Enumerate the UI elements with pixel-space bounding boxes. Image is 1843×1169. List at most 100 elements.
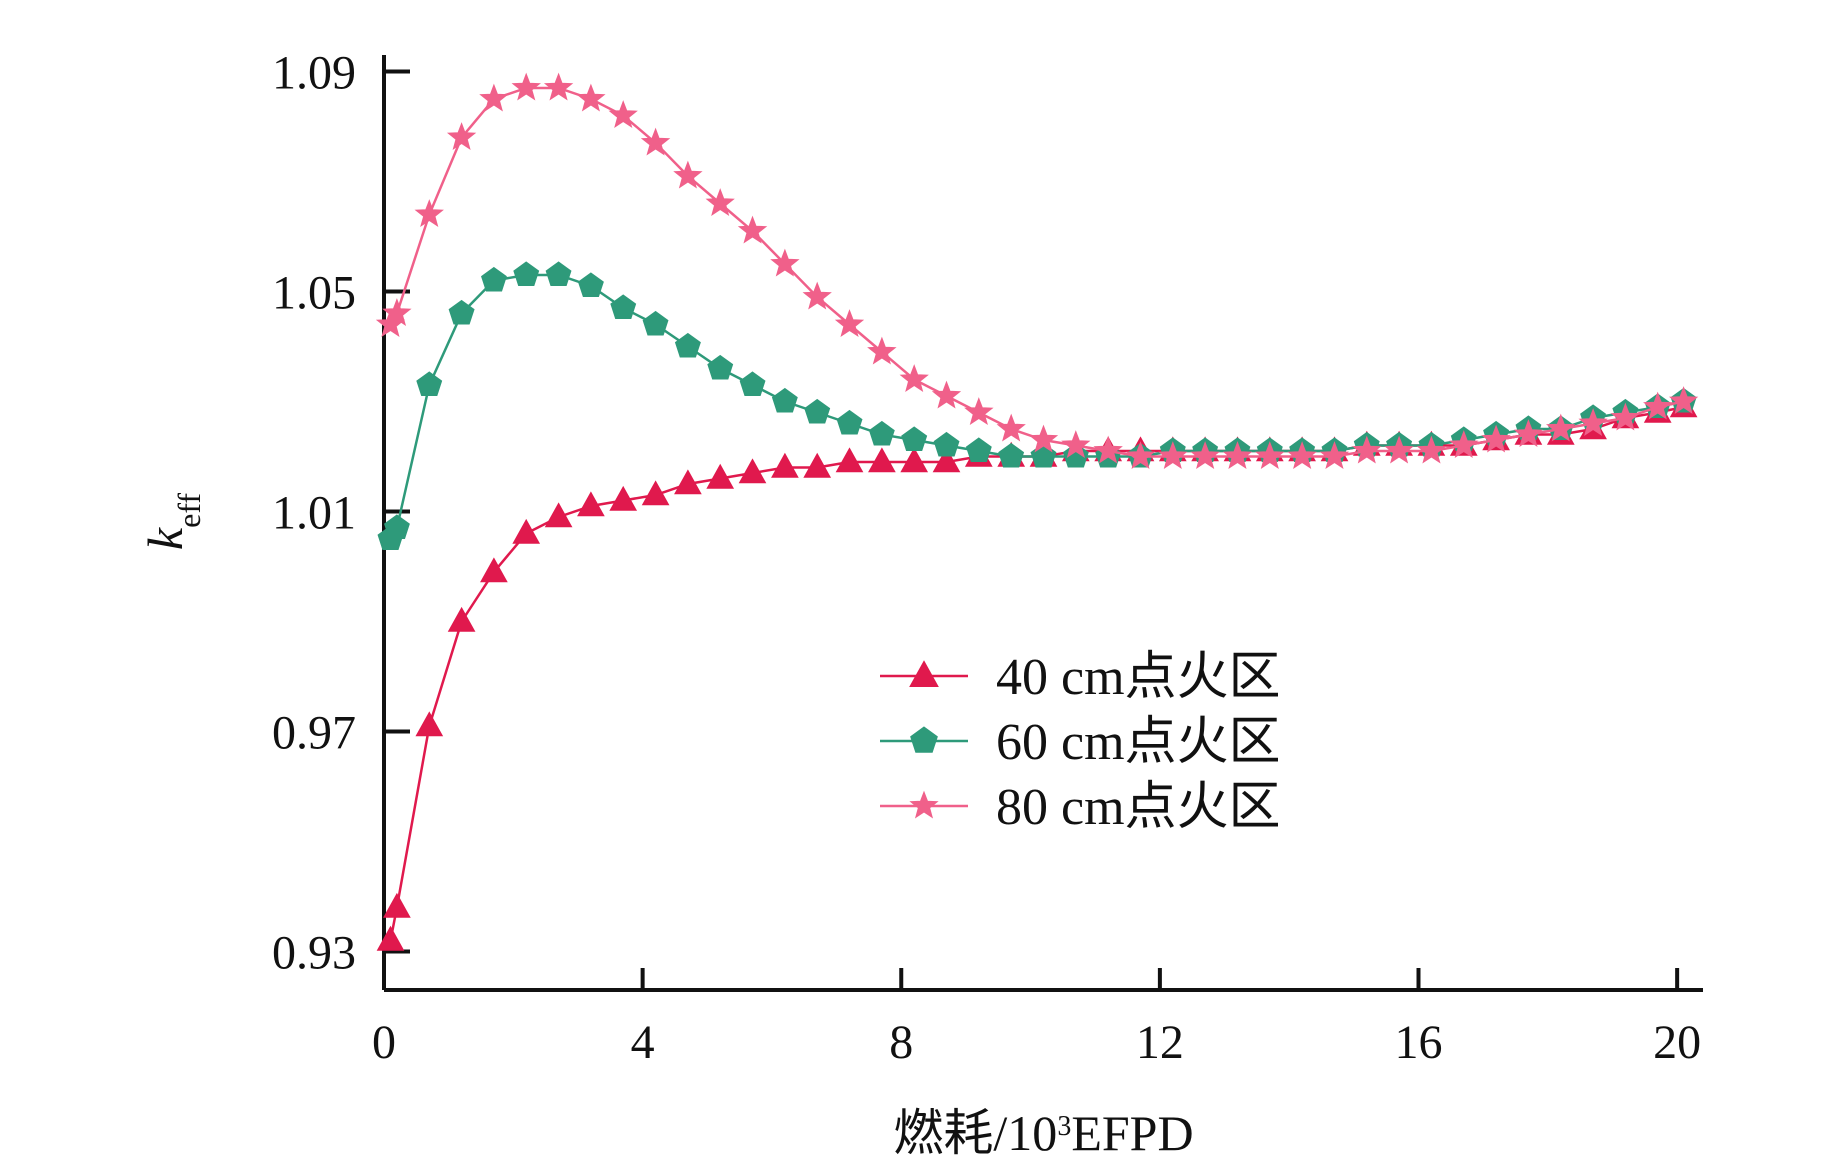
data-point-star (446, 122, 477, 150)
data-point-pentagon (481, 266, 507, 292)
data-point-star (1125, 441, 1156, 469)
data-point-star (1352, 435, 1382, 464)
data-point-triangle (512, 518, 541, 544)
data-point-star (1449, 430, 1479, 458)
data-point-star (834, 309, 865, 337)
data-point-star (964, 397, 994, 425)
legend-item: 40 cm点火区 (880, 649, 1281, 706)
data-point-star (931, 380, 962, 409)
data-point-star (1668, 386, 1699, 414)
series-line (389, 273, 1684, 540)
data-point-pentagon (965, 437, 992, 462)
data-point-triangle (771, 452, 799, 478)
legend-marker-triangle (909, 660, 939, 687)
series-layer (375, 72, 1699, 951)
data-point-star (1416, 435, 1447, 464)
legend-label: 80 cm点火区 (996, 779, 1281, 836)
data-point-triangle (868, 447, 896, 473)
data-point-pentagon (674, 332, 701, 358)
y-axis-title-subscript: eff (171, 493, 207, 528)
data-point-star (1481, 424, 1511, 453)
data-point-pentagon (384, 514, 410, 539)
data-point-star (1513, 419, 1544, 447)
data-point-pentagon (448, 299, 475, 325)
y-tick-label: 0.97 (272, 707, 356, 760)
data-point-pentagon (416, 371, 443, 396)
data-point-pentagon (739, 371, 766, 396)
data-point-pentagon (513, 261, 540, 286)
x-axis-title: 燃耗/103EFPD (893, 1105, 1193, 1161)
data-point-star (1061, 430, 1091, 458)
legend: 40 cm点火区 60 cm点火区 80 cm点火区 (880, 649, 1281, 836)
x-tick-label: 4 (631, 1016, 655, 1069)
data-point-triangle (383, 892, 411, 918)
data-point-star (1287, 441, 1317, 469)
data-point-star (899, 364, 929, 392)
legend-marker-star (909, 790, 939, 819)
data-point-triangle (900, 447, 929, 473)
data-point-star (1546, 413, 1576, 442)
data-point-pentagon (545, 261, 572, 286)
data-point-star (996, 413, 1026, 442)
y-tick-label: 1.09 (272, 47, 356, 100)
series-3 (375, 72, 1699, 469)
data-point-pentagon (804, 398, 831, 424)
data-point-triangle (415, 711, 444, 737)
data-point-pentagon (901, 426, 928, 451)
data-point-star (511, 72, 541, 101)
y-tick-label: 1.01 (272, 487, 356, 540)
y-axis-title-main: k (137, 527, 193, 550)
legend-item: 80 cm点火区 (880, 779, 1281, 836)
data-point-pentagon (577, 272, 604, 297)
data-point-triangle (480, 557, 508, 583)
data-point-pentagon (707, 354, 734, 380)
data-point-star (608, 100, 638, 128)
data-point-pentagon (771, 387, 798, 413)
x-tick-label: 20 (1653, 1016, 1701, 1069)
data-point-pentagon (933, 431, 960, 457)
data-point-triangle (674, 469, 702, 495)
data-point-star (1222, 441, 1253, 469)
data-point-star (1319, 441, 1350, 469)
data-point-star (1578, 408, 1608, 436)
legend-item: 60 cm点火区 (880, 714, 1281, 771)
data-point-star (640, 127, 671, 156)
data-point-triangle (803, 452, 832, 478)
data-point-triangle (577, 491, 605, 517)
data-point-star (1255, 441, 1285, 469)
data-point-star (673, 160, 703, 189)
data-point-star (1384, 435, 1414, 464)
legend-label: 40 cm点火区 (996, 649, 1281, 706)
data-point-star (802, 281, 832, 310)
data-point-star (1610, 402, 1641, 431)
data-point-star (1190, 441, 1220, 469)
data-point-triangle (609, 485, 638, 511)
data-point-pentagon (836, 409, 863, 435)
axes: 0 4 8 12 16 20 0.93 0.97 1.01 1.05 1.09 (272, 47, 1703, 1069)
data-point-pentagon (1030, 442, 1057, 468)
data-point-star (770, 248, 800, 277)
y-tick-label: 1.05 (272, 267, 356, 320)
data-point-triangle (835, 447, 864, 473)
data-point-star (737, 215, 768, 244)
x-tick-label: 12 (1136, 1016, 1184, 1069)
data-point-triangle (447, 606, 476, 632)
data-point-star (414, 199, 444, 227)
legend-label: 60 cm点火区 (996, 714, 1281, 771)
data-point-star (1028, 424, 1059, 453)
data-point-star (382, 298, 412, 326)
data-point-star (576, 83, 606, 112)
data-point-star (479, 83, 509, 112)
series-line (389, 86, 1684, 458)
data-point-pentagon (868, 420, 895, 446)
x-axis-title-superscript: 3 (1057, 1111, 1071, 1142)
data-point-pentagon (610, 294, 637, 319)
data-point-star (1643, 391, 1673, 420)
data-point-triangle (544, 502, 573, 528)
data-point-star (1158, 441, 1188, 469)
y-ticks: 0.93 0.97 1.01 1.05 1.09 (272, 47, 410, 980)
data-point-star (705, 188, 735, 216)
x-tick-label: 0 (372, 1016, 396, 1069)
data-point-triangle (641, 480, 670, 506)
